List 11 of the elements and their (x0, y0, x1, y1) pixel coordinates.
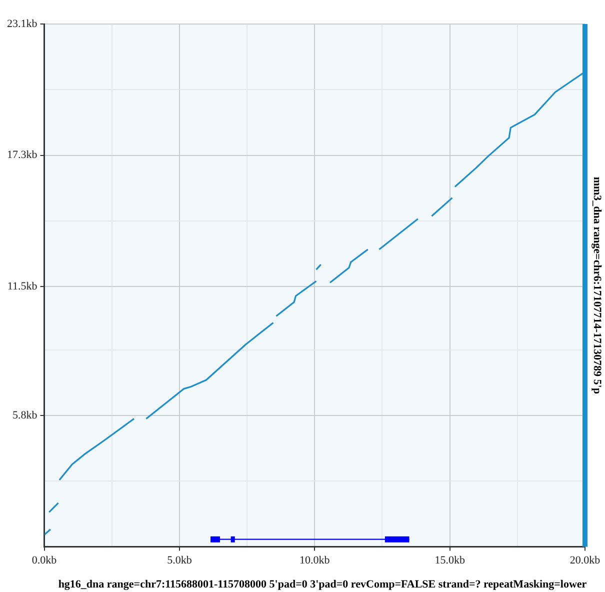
y-tick-label: 5.8kb (12, 409, 38, 422)
y-tick-label: 11.5kb (7, 280, 38, 292)
y-tick-label: 23.1kb (7, 18, 38, 30)
y-axis-title: mm3_dna range=chr6:17107714-17130789 5'p (591, 176, 604, 394)
x-axis-title: hg16_dna range=chr7:115688001-115708000 5'pad=0 3'pad=0 revComp=FALSE strand=? repeatMasking=lower (58, 578, 587, 590)
x-tick-label: 5.0kb (167, 554, 192, 566)
x-tick-label: 10.0kb (300, 554, 330, 566)
y-tick-label: 17.3kb (7, 149, 38, 162)
x-tick-label: 20.0kb (570, 554, 601, 566)
x-tick-label: 15.0kb (434, 554, 466, 566)
x-tick-label: 0.0kb (32, 554, 58, 566)
